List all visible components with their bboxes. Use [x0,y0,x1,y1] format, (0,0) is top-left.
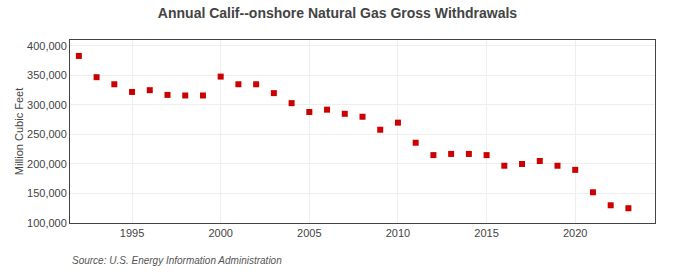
svg-text:1995: 1995 [120,227,144,239]
svg-text:400,000: 400,000 [27,40,67,52]
svg-text:2015: 2015 [474,227,498,239]
svg-text:2010: 2010 [386,227,410,239]
svg-text:350,000: 350,000 [27,69,67,81]
svg-text:200,000: 200,000 [27,158,67,170]
svg-text:150,000: 150,000 [27,187,67,199]
svg-text:100,000: 100,000 [27,217,67,229]
svg-text:Million Cubic Feet: Million Cubic Feet [13,88,25,175]
svg-text:2020: 2020 [563,227,587,239]
svg-text:250,000: 250,000 [27,128,67,140]
svg-text:Annual Calif--onshore Natural: Annual Calif--onshore Natural Gas Gross … [158,5,517,21]
svg-text:2000: 2000 [208,227,232,239]
svg-text:2005: 2005 [297,227,321,239]
svg-text:Source: U.S. Energy Informatio: Source: U.S. Energy Information Administ… [72,255,282,266]
svg-text:300,000: 300,000 [27,99,67,111]
